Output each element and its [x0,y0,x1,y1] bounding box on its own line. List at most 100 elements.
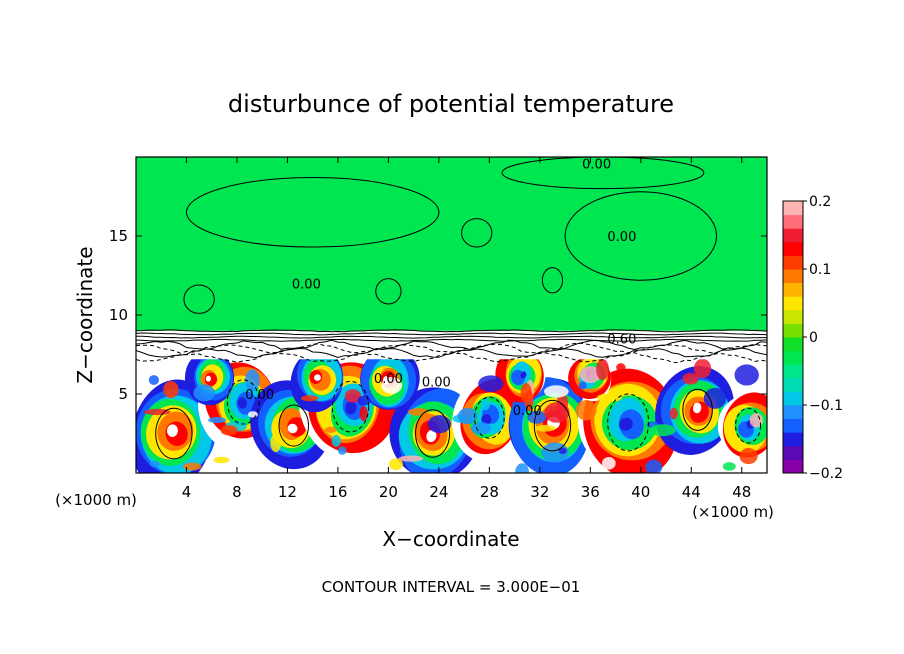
field-blob [596,393,623,403]
field-blob [722,462,736,471]
field-blob [478,375,504,393]
x-axis: 4 8 12 16 20 24 28 32 36 40 44 48 [182,157,751,501]
x-tick-label: 4 [182,483,192,501]
y-tick-label: 10 [109,306,128,324]
field-blob [193,384,216,402]
colorbar-swatch [783,391,803,406]
contour-line [136,335,767,339]
plot-area: 0.00 0.00 0.00 0.60 0.00 0.00 0.00 0.00 [136,157,767,473]
colorbar-swatch [783,214,803,229]
contour-line [415,409,451,458]
contour-line [136,338,767,342]
field-blob [426,429,437,443]
field-blob [649,424,676,437]
x-tick-label: 8 [232,483,242,501]
x-tick-label: 24 [429,483,448,501]
field-blob [544,402,570,423]
field-blob [645,459,663,473]
contour-line [136,342,767,354]
colorbar-swatch [783,350,803,365]
chart-title: disturbunce of potential temperature [228,90,674,118]
contour-line [682,388,713,431]
colorbar-swatch [783,282,803,297]
contour-line [155,407,193,460]
colorbar-tick-label: 0.2 [809,194,831,210]
field-blob [373,465,390,473]
contour-line [735,407,762,444]
field-blob [520,371,527,379]
colorbar-tick-label: 0 [809,330,818,346]
contour-label: 0.00 [374,372,403,387]
x-tick-label: 20 [379,483,398,501]
field-blob [682,372,699,385]
field-blob [300,395,319,402]
field-blob [247,411,258,418]
field-blob [205,375,211,382]
contour-label: 0.00 [422,375,451,390]
x-tick-label: 32 [530,483,549,501]
colorbar-tick-label: −0.1 [809,398,843,414]
field-blob [244,369,260,392]
field-blob [739,448,758,465]
colorbar-swatch [783,405,803,420]
contour-line [183,284,215,314]
colorbar-swatch [783,323,803,338]
contour-line [226,379,260,425]
field-blob [345,400,357,415]
contour-line [136,329,767,333]
x-tick-label: 48 [732,483,751,501]
contour-line [564,191,718,281]
field-blob [149,460,160,468]
contour-line [136,347,767,359]
field-blob [427,415,452,434]
field-blob [167,424,178,437]
field-blob [616,363,626,372]
field-blob [601,457,616,470]
field-blob [270,433,282,452]
field-blob [669,407,678,420]
field-blob [337,446,347,455]
contour-label: 0.00 [513,404,542,419]
field-blob [734,364,759,386]
contour-line [375,278,402,305]
field-blob [457,407,478,425]
contour-labels: 0.00 0.00 0.00 0.60 0.00 0.00 0.00 0.00 [245,157,636,418]
field-blob [471,422,491,435]
field-blob [237,397,247,409]
contour-line [501,157,705,190]
colorbar-swatch [783,241,803,256]
colorbar-swatch [783,418,803,433]
colorbar-tick-label: 0.1 [809,262,831,278]
field-blob [331,434,342,447]
contour-lines [136,157,767,460]
colorbar-swatch [783,201,803,216]
contour-line [331,380,370,433]
field-blob [544,385,569,398]
field-blob [619,417,633,431]
x-unit-label-left: (×1000 m) [55,491,137,509]
colorbar-swatch [783,337,803,352]
field-blob [534,424,556,432]
field-blob [692,402,702,414]
field-blob [575,400,597,421]
field-blob [148,375,159,385]
field-blob [480,398,491,411]
y-axis-title: Z−coordinate [73,246,97,383]
field-blob [183,462,202,471]
contour-label: 0.00 [582,157,611,172]
contour-line [461,218,493,248]
x-tick-label: 28 [480,483,499,501]
x-tick-label: 44 [682,483,701,501]
field-blob [220,425,238,436]
colorbar-swatch [783,459,803,474]
colorbar-swatch [783,445,803,460]
colorbar-swatch [783,296,803,311]
contour-line [533,399,572,452]
field-blob [407,408,430,416]
contour-label: 0.60 [607,333,636,348]
field-blob [344,389,362,403]
contour-interval-note: CONTOUR INTERVAL = 3.000E−01 [322,578,581,596]
x-unit-label-right: (×1000 m) [692,503,774,521]
contour-label: 0.00 [607,230,636,245]
field-blob [388,458,404,471]
